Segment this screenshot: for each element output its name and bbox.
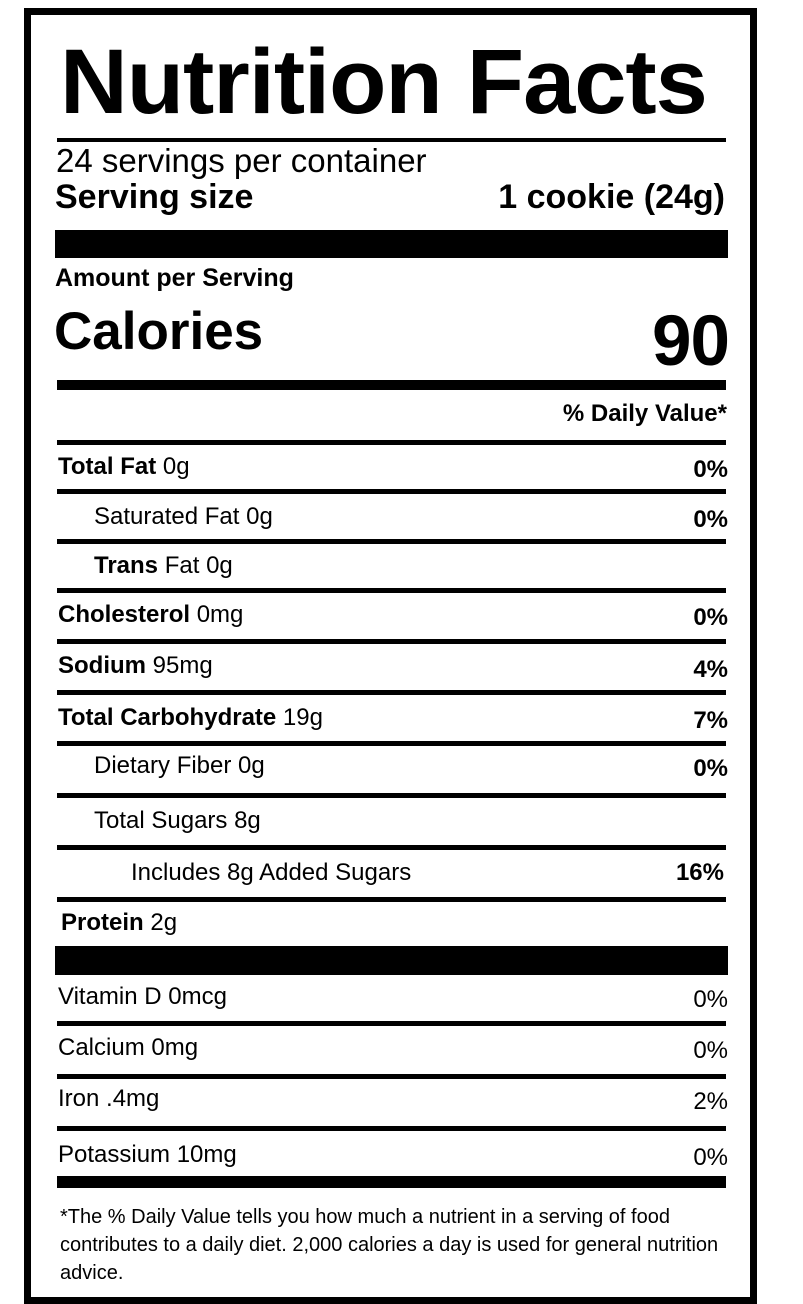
nutrient-protein: Protein 2g <box>61 909 178 936</box>
divider <box>57 741 726 746</box>
dv-total-fat: 0% <box>693 456 728 483</box>
divider <box>57 138 726 142</box>
potassium: Potassium 10mg <box>58 1141 237 1168</box>
calories-label: Calories <box>54 302 264 361</box>
daily-value-header: % Daily Value* <box>562 400 727 427</box>
divider <box>57 1074 726 1079</box>
serving-size-value: 1 cookie (24g) <box>498 178 725 216</box>
vitamin-d: Vitamin D 0mcg <box>58 983 227 1010</box>
servings-per-container: 24 servings per container <box>56 142 427 179</box>
nutrient-total-fat: Total Fat 0g <box>58 453 190 480</box>
divider <box>57 1126 726 1131</box>
nutrient-added-sugars: Includes 8g Added Sugars <box>131 859 412 886</box>
dv-added-sugars: 16% <box>675 859 724 886</box>
divider <box>57 588 726 593</box>
dv-calcium: 0% <box>693 1037 728 1064</box>
dv-potassium: 0% <box>693 1144 728 1171</box>
dv-total-carbohydrate: 7% <box>693 707 728 734</box>
dv-dietary-fiber: 0% <box>693 755 728 782</box>
dv-vitamin-d: 0% <box>693 986 728 1013</box>
dv-cholesterol: 0% <box>693 604 728 631</box>
divider <box>57 793 726 798</box>
label-title: Nutrition Facts <box>60 31 708 133</box>
divider <box>57 489 726 494</box>
divider <box>57 639 726 644</box>
nutrient-total-carbohydrate: Total Carbohydrate 19g <box>58 704 323 731</box>
divider <box>57 440 726 445</box>
divider <box>57 897 726 902</box>
nutrient-cholesterol: Cholesterol 0mg <box>58 601 244 628</box>
calories-value: 90 <box>652 302 730 381</box>
thick-bar <box>55 946 728 975</box>
divider <box>57 845 726 850</box>
amount-per-serving: Amount per Serving <box>55 264 294 292</box>
thick-bar <box>55 230 728 258</box>
nutrient-trans-fat: Trans Fat 0g <box>94 552 233 579</box>
iron: Iron .4mg <box>58 1085 160 1112</box>
nutrition-label-frame <box>24 8 757 1304</box>
divider <box>57 690 726 695</box>
divider <box>57 1021 726 1026</box>
calcium: Calcium 0mg <box>58 1034 199 1061</box>
nutrient-total-sugars: Total Sugars 8g <box>94 807 261 834</box>
dv-saturated-fat: 0% <box>693 506 728 533</box>
medium-bar <box>57 1176 726 1188</box>
serving-size-label: Serving size <box>55 178 254 216</box>
nutrient-sodium: Sodium 95mg <box>58 652 213 679</box>
nutrient-saturated-fat: Saturated Fat 0g <box>94 503 273 530</box>
footnote: *The % Daily Value tells you how much a … <box>60 1206 719 1284</box>
medium-bar <box>57 380 726 390</box>
nutrient-dietary-fiber: Dietary Fiber 0g <box>94 752 265 779</box>
divider <box>57 539 726 544</box>
dv-iron: 2% <box>693 1088 728 1115</box>
dv-sodium: 4% <box>693 656 728 683</box>
